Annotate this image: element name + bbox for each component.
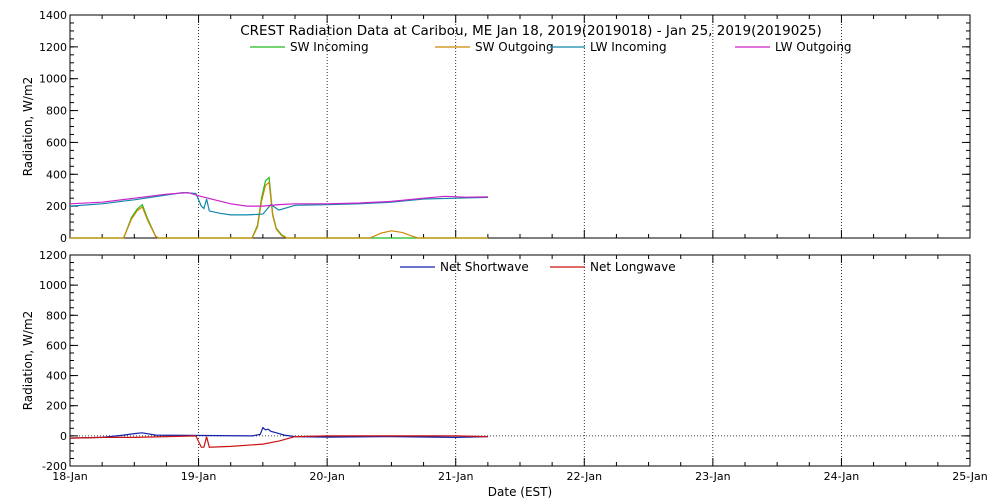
x-tick-label: 18-Jan [52, 470, 88, 483]
series-line-sw-outgoing [70, 181, 488, 239]
y-tick-label: 1400 [39, 9, 67, 22]
y-tick-label: 200 [46, 400, 67, 413]
x-tick-label: 22-Jan [567, 470, 603, 483]
series-line-net-longwave [69, 435, 488, 448]
y-axis-label: Radiation, W/m2 [21, 77, 35, 177]
x-tick-label: 25-Jan [952, 470, 988, 483]
y-tick-label: -200 [42, 460, 67, 473]
legend-label: SW Incoming [290, 40, 369, 54]
y-tick-label: 600 [46, 136, 67, 149]
top-panel: 0 200 400 600 800 1000 1200 1400 Radiation, W/m2… [21, 9, 971, 245]
series-line-lw-outgoing [69, 191, 488, 207]
legend-label: SW Outgoing [475, 40, 554, 54]
y-tick-label: 1200 [39, 41, 67, 54]
y-tick-label: 800 [46, 309, 67, 322]
series-line-lw-incoming [69, 191, 488, 216]
series-line-sw-incoming [70, 176, 488, 239]
y-tick-label: 1000 [39, 73, 67, 86]
legend-label: Net Longwave [590, 260, 676, 274]
legend-label: Net Shortwave [440, 260, 529, 274]
x-tick-label: 20-Jan [309, 470, 345, 483]
x-tick-label: 24-Jan [824, 470, 860, 483]
x-tick-label: 21-Jan [438, 470, 474, 483]
series-line-net-shortwave [69, 426, 488, 439]
y-tick-label: 1000 [39, 279, 67, 292]
y-axis-label: Radiation, W/m2 [21, 311, 35, 411]
legend-label: LW Incoming [590, 40, 667, 54]
y-tick-label: 400 [46, 370, 67, 383]
legend-label: LW Outgoing [775, 40, 852, 54]
y-tick-label: 400 [46, 168, 67, 181]
y-tick-label: 0 [60, 232, 67, 245]
bottom-panel: -200 0 200 400 600 800 1000 1200 Radiation, W/m2… [21, 249, 971, 473]
x-axis-label: Date (EST) [488, 485, 552, 499]
y-tick-label: 200 [46, 200, 67, 213]
x-tick-label: 19-Jan [181, 470, 217, 483]
x-tick-label: 23-Jan [695, 470, 731, 483]
y-tick-label: 1200 [39, 249, 67, 262]
y-tick-label: 0 [60, 430, 67, 443]
chart-title: CREST Radiation Data at Caribou, ME Jan … [240, 23, 822, 39]
plot-frame [69, 254, 971, 467]
y-tick-label: 800 [46, 105, 67, 118]
y-tick-label: 600 [46, 339, 67, 352]
